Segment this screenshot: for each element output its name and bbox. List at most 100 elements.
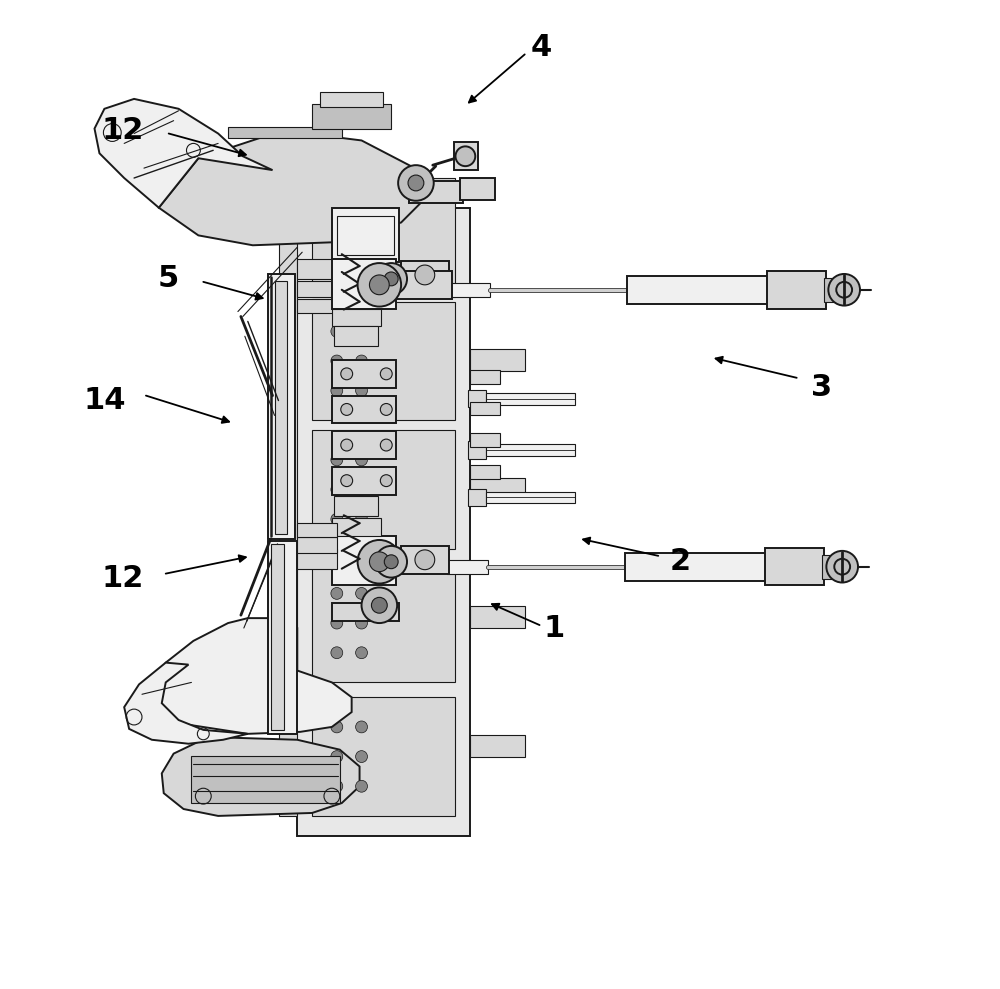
Circle shape: [384, 555, 398, 569]
Circle shape: [331, 780, 343, 792]
Circle shape: [356, 484, 367, 495]
Bar: [470, 433, 500, 447]
Bar: [312, 697, 455, 816]
Bar: [486, 393, 575, 405]
Bar: [468, 441, 486, 459]
Bar: [312, 178, 455, 297]
Bar: [275, 281, 287, 534]
Polygon shape: [152, 618, 352, 734]
Bar: [470, 478, 525, 499]
Bar: [191, 756, 340, 803]
Bar: [228, 127, 342, 138]
Circle shape: [341, 404, 353, 415]
Circle shape: [369, 552, 389, 572]
Bar: [297, 549, 337, 569]
Circle shape: [380, 368, 392, 380]
Circle shape: [331, 587, 343, 599]
Bar: [401, 261, 449, 289]
Circle shape: [356, 780, 367, 792]
Circle shape: [358, 540, 401, 584]
Bar: [297, 208, 470, 836]
Circle shape: [362, 587, 397, 623]
Bar: [271, 544, 284, 730]
Bar: [822, 555, 837, 579]
Circle shape: [356, 647, 367, 659]
Bar: [625, 553, 768, 581]
Text: 12: 12: [101, 116, 143, 145]
Bar: [337, 216, 394, 255]
Circle shape: [398, 165, 434, 201]
Text: 1: 1: [544, 613, 565, 643]
Circle shape: [380, 404, 392, 415]
Bar: [312, 564, 455, 682]
Circle shape: [356, 385, 367, 397]
Polygon shape: [162, 737, 360, 816]
Circle shape: [356, 617, 367, 629]
Bar: [332, 360, 396, 388]
Bar: [334, 496, 378, 516]
Bar: [332, 208, 399, 262]
Bar: [468, 489, 486, 506]
Polygon shape: [124, 663, 248, 744]
Circle shape: [331, 721, 343, 733]
Text: 3: 3: [811, 373, 832, 403]
Bar: [394, 271, 452, 299]
Circle shape: [826, 551, 858, 583]
Bar: [297, 523, 337, 537]
Bar: [401, 546, 449, 574]
Circle shape: [331, 617, 343, 629]
Bar: [454, 142, 478, 170]
Bar: [268, 541, 297, 734]
Bar: [468, 390, 486, 407]
Bar: [765, 548, 824, 585]
Bar: [470, 370, 500, 384]
Bar: [312, 430, 455, 549]
Bar: [332, 396, 396, 423]
Bar: [297, 281, 337, 297]
Circle shape: [384, 272, 398, 286]
Circle shape: [415, 265, 435, 285]
Bar: [627, 276, 770, 304]
Circle shape: [356, 261, 367, 273]
Circle shape: [331, 454, 343, 466]
Circle shape: [331, 355, 343, 367]
Circle shape: [341, 368, 353, 380]
Circle shape: [455, 146, 475, 166]
Bar: [486, 492, 575, 503]
Bar: [332, 431, 396, 459]
Bar: [297, 259, 337, 279]
Text: 5: 5: [158, 264, 179, 294]
Circle shape: [341, 475, 353, 487]
Circle shape: [356, 325, 367, 337]
Bar: [332, 259, 396, 309]
Circle shape: [375, 263, 407, 295]
Bar: [470, 735, 525, 757]
Bar: [312, 104, 391, 129]
Bar: [460, 178, 495, 200]
Circle shape: [331, 325, 343, 337]
Circle shape: [371, 597, 387, 613]
Circle shape: [331, 385, 343, 397]
Bar: [312, 302, 455, 420]
Polygon shape: [159, 131, 426, 245]
Text: 14: 14: [83, 386, 126, 415]
Text: 4: 4: [531, 33, 552, 62]
Circle shape: [331, 231, 343, 243]
Circle shape: [331, 647, 343, 659]
Bar: [332, 467, 396, 494]
Bar: [767, 271, 826, 309]
Circle shape: [331, 751, 343, 763]
Circle shape: [380, 439, 392, 451]
Circle shape: [331, 484, 343, 495]
Polygon shape: [95, 99, 273, 208]
Circle shape: [375, 546, 407, 578]
Circle shape: [356, 355, 367, 367]
Bar: [332, 518, 381, 536]
Circle shape: [358, 263, 401, 307]
Bar: [470, 606, 525, 628]
Circle shape: [356, 231, 367, 243]
Bar: [409, 181, 463, 203]
Circle shape: [331, 513, 343, 525]
Circle shape: [356, 513, 367, 525]
Circle shape: [380, 475, 392, 487]
